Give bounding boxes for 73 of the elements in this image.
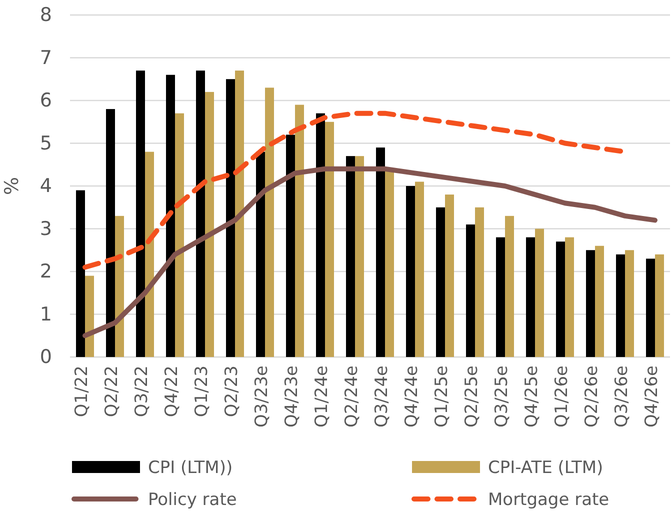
- y-tick-label: 1: [40, 303, 52, 326]
- bar: [646, 258, 655, 357]
- y-tick-label: 6: [40, 90, 52, 112]
- x-tick-label: Q3/22: [132, 366, 152, 418]
- bar: [145, 152, 154, 357]
- x-tick-label: Q1/23: [192, 366, 212, 418]
- bar: [295, 104, 304, 357]
- bar: [316, 113, 325, 357]
- bar: [355, 156, 364, 357]
- bar: [325, 122, 334, 357]
- bar: [256, 152, 265, 357]
- x-tick-label: Q3/24e: [372, 366, 392, 428]
- bar: [565, 237, 574, 357]
- bar: [265, 88, 274, 357]
- bar: [136, 70, 145, 357]
- bar: [616, 254, 625, 357]
- x-tick-label: Q4/24e: [402, 366, 422, 428]
- bar: [556, 242, 565, 357]
- x-tick-label: Q1/22: [72, 366, 92, 418]
- y-tick-label: 7: [40, 46, 52, 69]
- bar: [496, 237, 505, 357]
- x-tick-label: Q1/24e: [312, 366, 332, 428]
- x-tick-label: Q2/24e: [342, 366, 362, 428]
- bar: [655, 254, 664, 357]
- x-tick-label: Q4/25e: [522, 366, 542, 428]
- bar: [106, 109, 115, 357]
- bar: [76, 190, 85, 357]
- bar: [505, 216, 514, 357]
- y-tick-label: 2: [40, 260, 52, 283]
- y-axis-title: %: [1, 176, 23, 196]
- x-tick-label: Q4/26e: [642, 366, 662, 428]
- x-tick-label: Q2/23: [222, 366, 242, 418]
- bar: [226, 79, 235, 357]
- y-tick-label: 3: [40, 218, 52, 240]
- bar: [526, 237, 535, 357]
- bar: [175, 113, 184, 357]
- legend-label: CPI (LTM)): [148, 458, 233, 478]
- bar: [286, 134, 295, 357]
- bar: [196, 70, 205, 357]
- bar: [586, 250, 595, 357]
- bar: [115, 216, 124, 357]
- x-tick-label: Q4/23e: [282, 366, 302, 428]
- x-tick-label: Q3/23e: [252, 366, 272, 428]
- y-tick-label: 4: [40, 175, 52, 198]
- bar: [166, 74, 175, 357]
- y-tick-label: 8: [40, 4, 52, 26]
- legend-label: Policy rate: [148, 490, 237, 510]
- x-tick-label: Q1/25e: [432, 366, 452, 428]
- bar: [595, 246, 604, 357]
- x-tick-label: Q2/25e: [462, 366, 482, 428]
- legend-label: Mortgage rate: [488, 490, 610, 510]
- y-tick-label: 0: [40, 346, 52, 368]
- bar: [445, 194, 454, 357]
- x-tick-label: Q2/26e: [582, 366, 602, 428]
- bar: [346, 156, 355, 357]
- x-tick-label: Q3/25e: [492, 366, 512, 428]
- bar: [415, 182, 424, 357]
- y-tick-label: 5: [40, 132, 52, 154]
- x-tick-label: Q4/22: [162, 366, 182, 418]
- bar: [475, 207, 484, 357]
- bar: [466, 224, 475, 357]
- bar: [406, 186, 415, 357]
- legend-label: CPI-ATE (LTM): [488, 458, 604, 478]
- bar: [205, 92, 214, 357]
- bar: [625, 250, 634, 357]
- bar: [535, 228, 544, 357]
- bar: [376, 148, 385, 357]
- x-tick-label: Q1/26e: [552, 366, 572, 428]
- bar: [436, 207, 445, 357]
- bar: [85, 276, 94, 357]
- x-tick-label: Q2/22: [102, 366, 122, 418]
- bar: [235, 70, 244, 357]
- x-tick-label: Q3/26e: [612, 366, 632, 428]
